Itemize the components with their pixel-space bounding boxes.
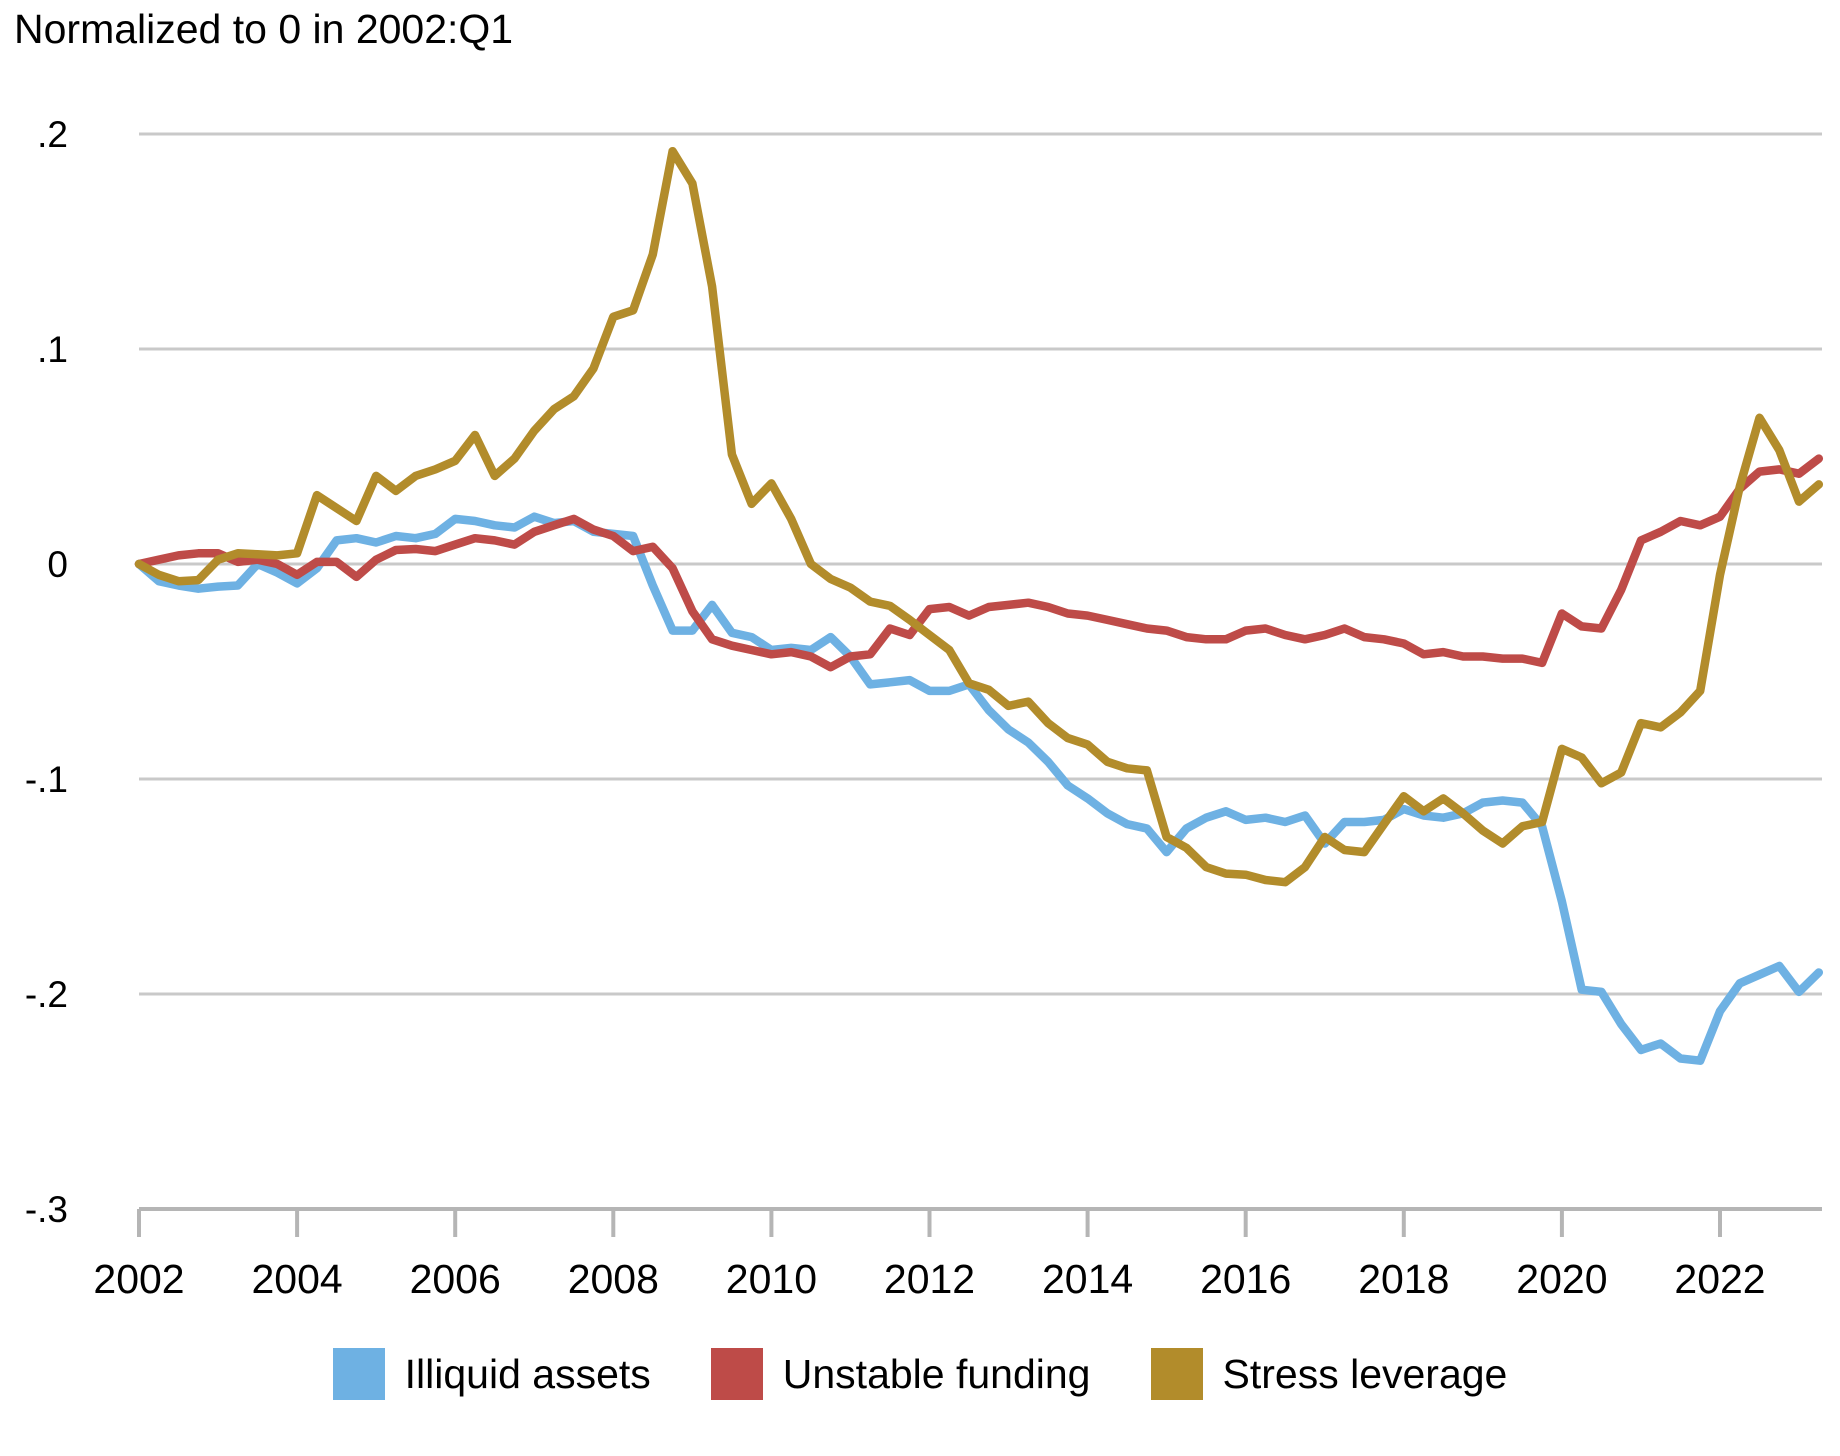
x-tick-label: 2022 xyxy=(1674,1256,1765,1302)
legend-item-illiquid-assets: Illiquid assets xyxy=(332,1348,651,1400)
y-tick-label: .1 xyxy=(37,329,68,370)
x-tick-label: 2010 xyxy=(726,1256,817,1302)
x-tick-label: 2016 xyxy=(1200,1256,1291,1302)
series-line-1 xyxy=(134,454,1824,672)
x-tick-label: 2004 xyxy=(251,1256,342,1302)
x-tick-label: 2002 xyxy=(93,1256,184,1302)
x-tick-label: 2018 xyxy=(1358,1256,1449,1302)
legend-swatch-illiquid-assets xyxy=(332,1348,385,1400)
y-tick-label: .2 xyxy=(37,114,68,155)
y-tick-label: -.3 xyxy=(25,1189,68,1230)
y-tick-label: -.2 xyxy=(25,974,68,1015)
x-tick-label: 2012 xyxy=(884,1256,975,1302)
series-line-2 xyxy=(134,146,1824,887)
legend-swatch-stress-leverage xyxy=(1150,1348,1203,1400)
legend-label-unstable-funding: Unstable funding xyxy=(782,1350,1091,1397)
y-tick-label: -.1 xyxy=(25,759,68,800)
y-tick-label: 0 xyxy=(47,544,68,585)
x-tick-label: 2014 xyxy=(1042,1256,1133,1302)
legend-swatch-unstable-funding xyxy=(710,1348,763,1400)
chart-legend: Illiquid assets Unstable funding Stress … xyxy=(0,1348,1840,1400)
x-tick-label: 2008 xyxy=(568,1256,659,1302)
x-tick-label: 2006 xyxy=(410,1256,501,1302)
legend-item-stress-leverage: Stress leverage xyxy=(1150,1348,1508,1400)
legend-label-illiquid-assets: Illiquid assets xyxy=(404,1350,651,1397)
series-line-0 xyxy=(134,512,1824,1065)
legend-item-unstable-funding: Unstable funding xyxy=(710,1348,1091,1400)
chart-title: Normalized to 0 in 2002:Q1 xyxy=(14,6,514,52)
legend-label-stress-leverage: Stress leverage xyxy=(1222,1350,1508,1397)
x-tick-label: 2020 xyxy=(1516,1256,1607,1302)
